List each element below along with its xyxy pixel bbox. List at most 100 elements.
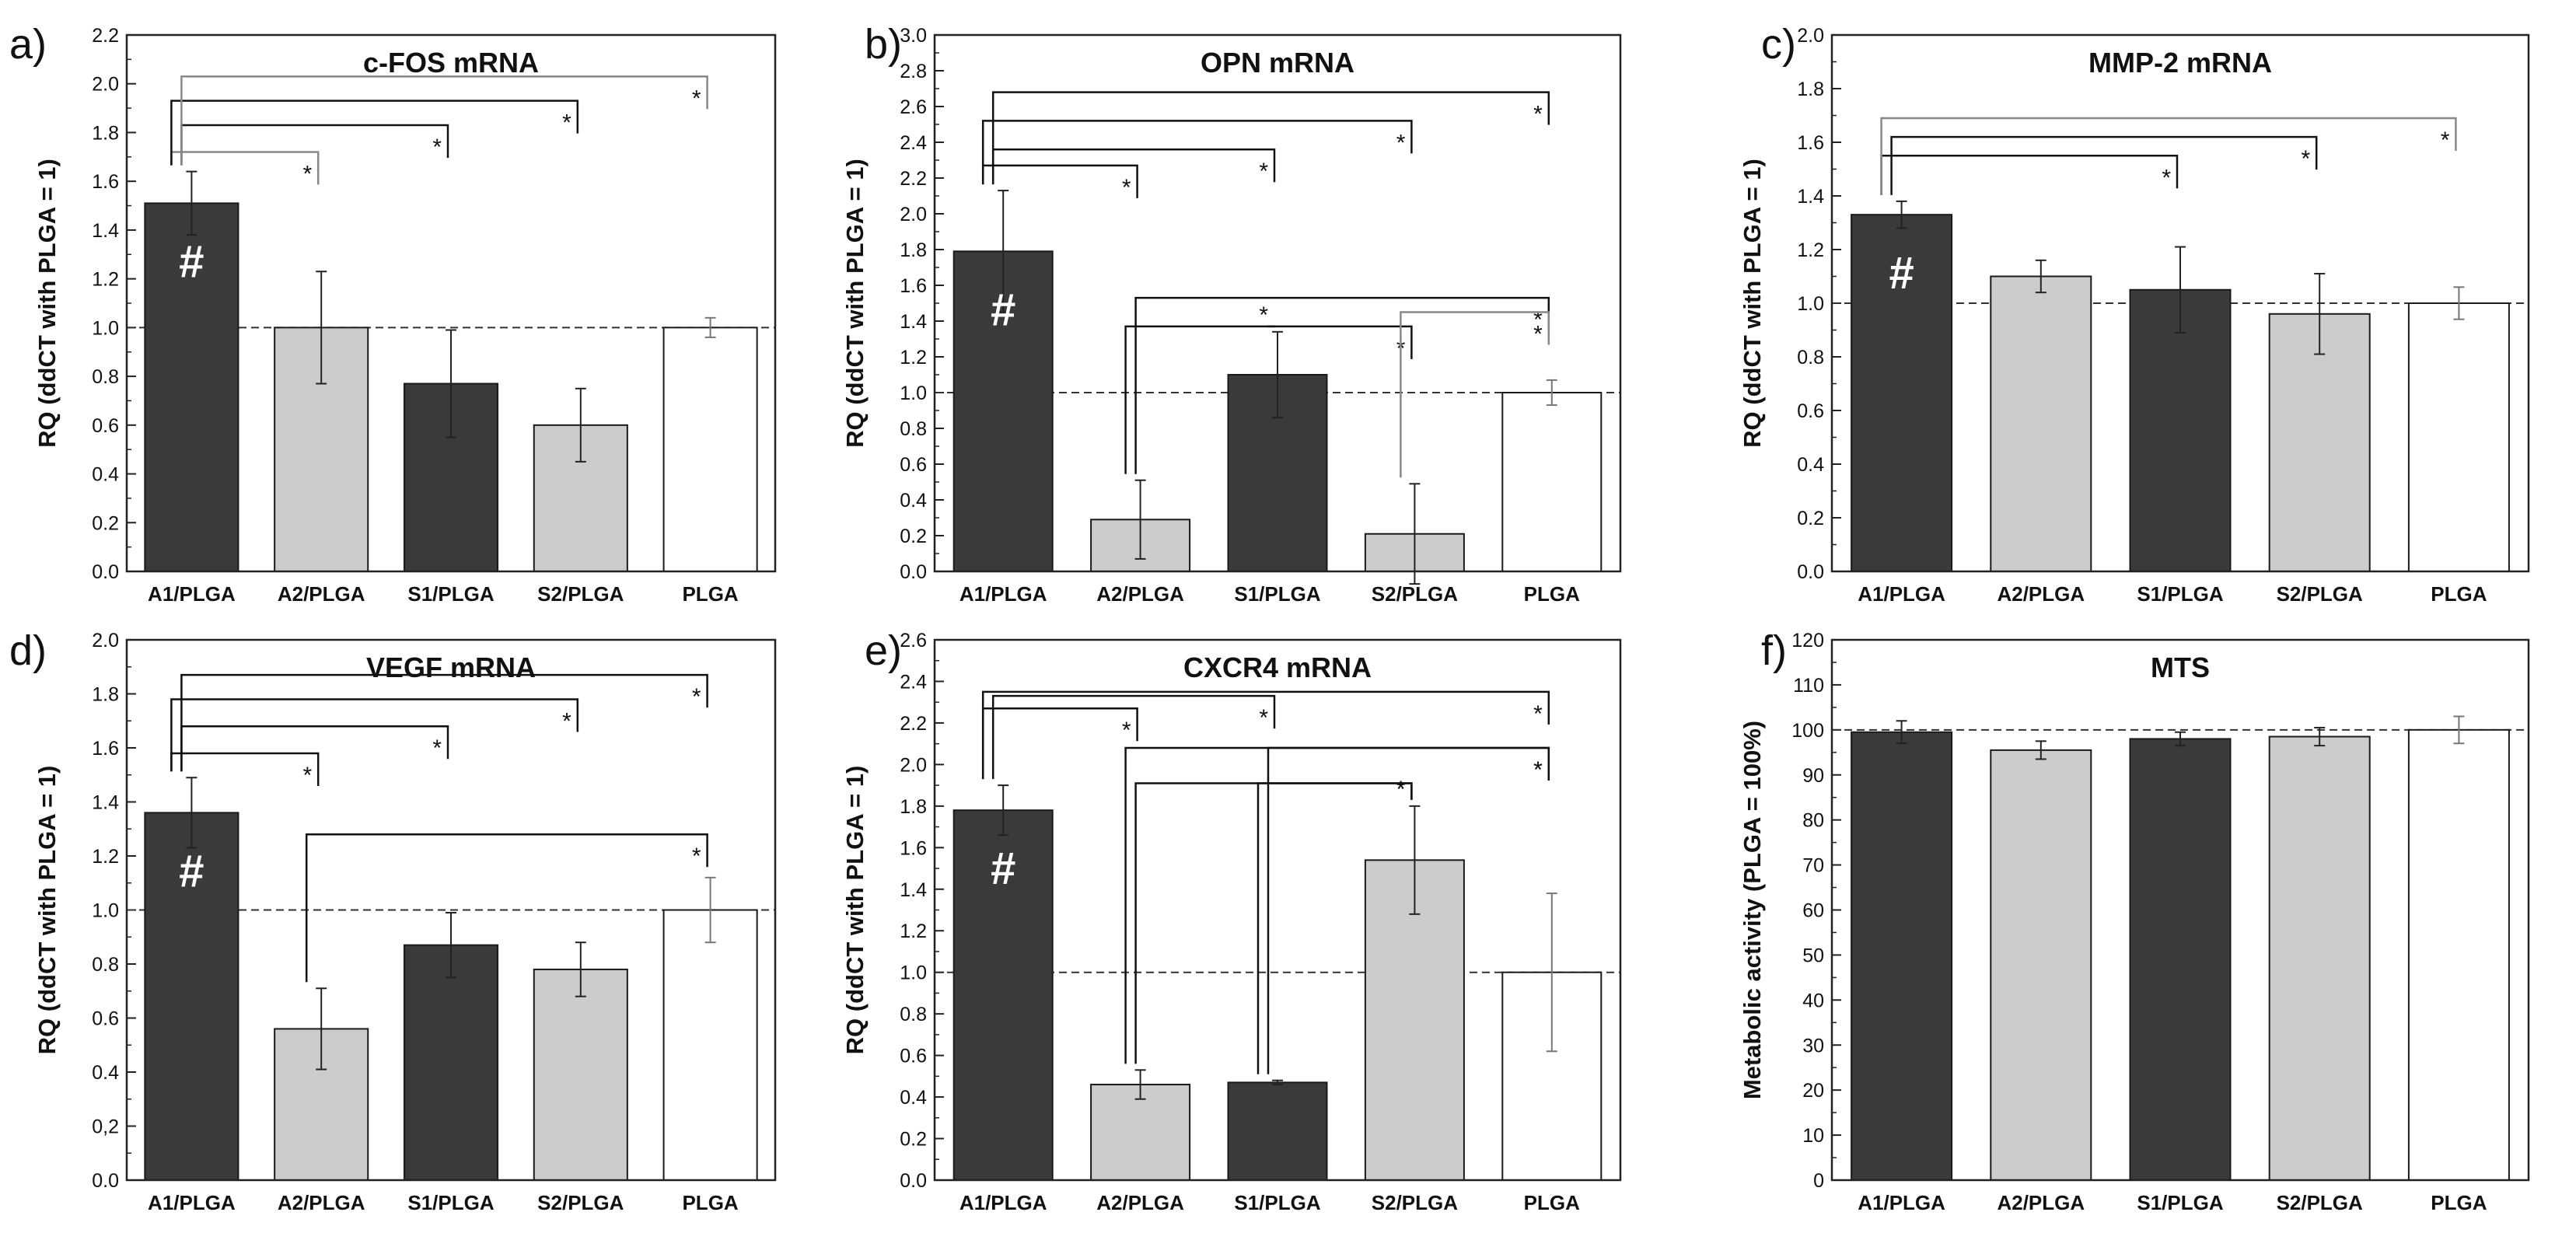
significance-star: * (1259, 159, 1268, 184)
y-tick-label: 1.6 (900, 837, 927, 859)
y-tick-label: 1.2 (900, 920, 927, 942)
bar (2268, 735, 2371, 1181)
y-tick-label: 0.6 (92, 1008, 119, 1030)
significance-star: * (692, 684, 701, 710)
y-tick-label: 0.8 (1797, 347, 1824, 369)
significance-star: * (1122, 718, 1131, 743)
y-tick-label: 2.0 (92, 74, 119, 96)
bar (2129, 288, 2232, 572)
y-tick-label: 1.0 (1797, 293, 1824, 315)
bar (533, 968, 628, 1181)
bar (1090, 1084, 1191, 1181)
bar (2268, 313, 2371, 572)
y-tick-label: 10 (1802, 1125, 1824, 1147)
panel-letter: d) (9, 627, 47, 674)
x-tick-label: S2/PLGA (537, 582, 624, 606)
panel-2: b) RQ (ddCT with PLGA = 1) 0.0 0.2 0.4 0.6 0.8… (841, 21, 1622, 606)
significance-bracket (180, 124, 449, 166)
y-axis-label: RQ (ddCT with PLGA = 1) (841, 766, 869, 1055)
panel-title: OPN mRNA (1201, 47, 1354, 79)
y-axis-label: RQ (ddCT with PLGA = 1) (1739, 159, 1766, 448)
y-tick-label: 2.0 (92, 630, 119, 651)
panel-letter: c) (1761, 21, 1796, 68)
x-tick-label: A2/PLGA (278, 1191, 365, 1214)
bar (1851, 731, 1953, 1181)
bar (662, 909, 758, 1181)
bar (2129, 738, 2232, 1181)
y-tick-label: 1.6 (900, 275, 927, 297)
y-tick-label: 0.8 (92, 366, 119, 388)
bar (2407, 302, 2510, 572)
x-tick-label: S1/PLGA (407, 582, 494, 606)
y-tick-label: 70 (1802, 855, 1824, 877)
hash-mark: # (1889, 248, 1914, 299)
significance-star: * (1533, 701, 1543, 727)
y-tick-label: 1.6 (92, 171, 119, 193)
y-tick-label: 40 (1802, 990, 1824, 1011)
x-tick-label: A2/PLGA (1096, 582, 1184, 606)
significance-star: * (1533, 757, 1543, 783)
panel-4: d) RQ (ddCT with PLGA = 1) 0.0 0,2 0.4 0.6 0.8… (9, 627, 777, 1214)
x-tick-label: PLGA (1524, 1191, 1580, 1214)
y-axis-label: RQ (ddCT with PLGA = 1) (33, 766, 61, 1055)
panel-title: MMP-2 mRNA (2088, 47, 2272, 79)
bar (662, 327, 758, 572)
plot-frame (1830, 33, 2530, 573)
y-tick-label: 1.8 (1797, 79, 1824, 100)
y-tick-label: 0.4 (900, 490, 927, 512)
y-tick-label: 2.8 (900, 61, 927, 82)
y-tick-label: 0.4 (92, 1062, 119, 1084)
significance-bracket (981, 164, 1138, 198)
x-tick-label: A1/PLGA (1858, 582, 1945, 606)
y-axis-label: Metabolic activity (PLGA = 100%) (1739, 721, 1766, 1099)
y-tick-label: 1.8 (900, 796, 927, 818)
significance-bracket (170, 151, 320, 185)
x-tick-label: A2/PLGA (1997, 1191, 2085, 1214)
y-tick-label: 60 (1802, 900, 1824, 922)
y-tick-label: 1.4 (92, 792, 119, 814)
y-tick-label: 0 (1813, 1170, 1824, 1192)
x-tick-label: A1/PLGA (1858, 1191, 1945, 1214)
significance-bracket (991, 148, 1276, 185)
significance-star: * (562, 708, 571, 734)
significance-bracket (1267, 746, 1550, 1074)
significance-star: * (303, 162, 313, 187)
significance-bracket (1880, 155, 2179, 195)
hash-mark: # (179, 236, 204, 287)
panel-3: c) RQ (ddCT with PLGA = 1) 0.0 0.2 0.4 0.6 0.8… (1739, 21, 2530, 606)
y-tick-label: 1.8 (92, 684, 119, 706)
y-tick-label: 0.0 (92, 561, 119, 583)
bar (144, 812, 239, 1182)
y-tick-label: 20 (1802, 1080, 1824, 1102)
y-tick-label: 1.4 (92, 220, 119, 242)
y-tick-label: 2.4 (900, 132, 927, 154)
panel-letter: b) (865, 21, 902, 68)
x-tick-label: S1/PLGA (2137, 582, 2223, 606)
significance-bracket (1400, 311, 1550, 478)
significance-bracket (1880, 117, 2457, 195)
x-tick-label: PLGA (2431, 1191, 2487, 1214)
significance-star: * (1396, 777, 1406, 802)
significance-bracket (1890, 135, 2318, 195)
y-tick-label: 2.0 (900, 204, 927, 225)
x-tick-label: A2/PLGA (1096, 1191, 1184, 1214)
significance-star: * (2302, 146, 2311, 172)
y-tick-label: 1.4 (900, 879, 927, 901)
significance-bracket (170, 698, 579, 772)
y-tick-label: 2.0 (900, 754, 927, 776)
y-tick-label: 1.2 (92, 269, 119, 291)
panel-title: VEGF mRNA (366, 651, 536, 683)
panel-1: a) RQ (ddCT with PLGA = 1) 0.0 0.2 0.4 0.6 0.8… (9, 21, 777, 606)
y-tick-label: 0.2 (900, 526, 927, 547)
significance-bracket (1124, 746, 1550, 1064)
y-tick-label: 100 (1791, 720, 1824, 742)
x-tick-label: S2/PLGA (537, 1191, 624, 1214)
y-tick-label: 1.4 (1797, 186, 1824, 208)
significance-bracket (180, 75, 708, 166)
y-tick-label: 30 (1802, 1035, 1824, 1057)
y-tick-label: 0.8 (92, 954, 119, 976)
y-tick-label: 1.8 (900, 239, 927, 261)
x-tick-label: PLGA (682, 582, 738, 606)
y-axis-label: RQ (ddCT with PLGA = 1) (33, 159, 61, 448)
y-tick-label: 2.0 (1797, 25, 1824, 47)
